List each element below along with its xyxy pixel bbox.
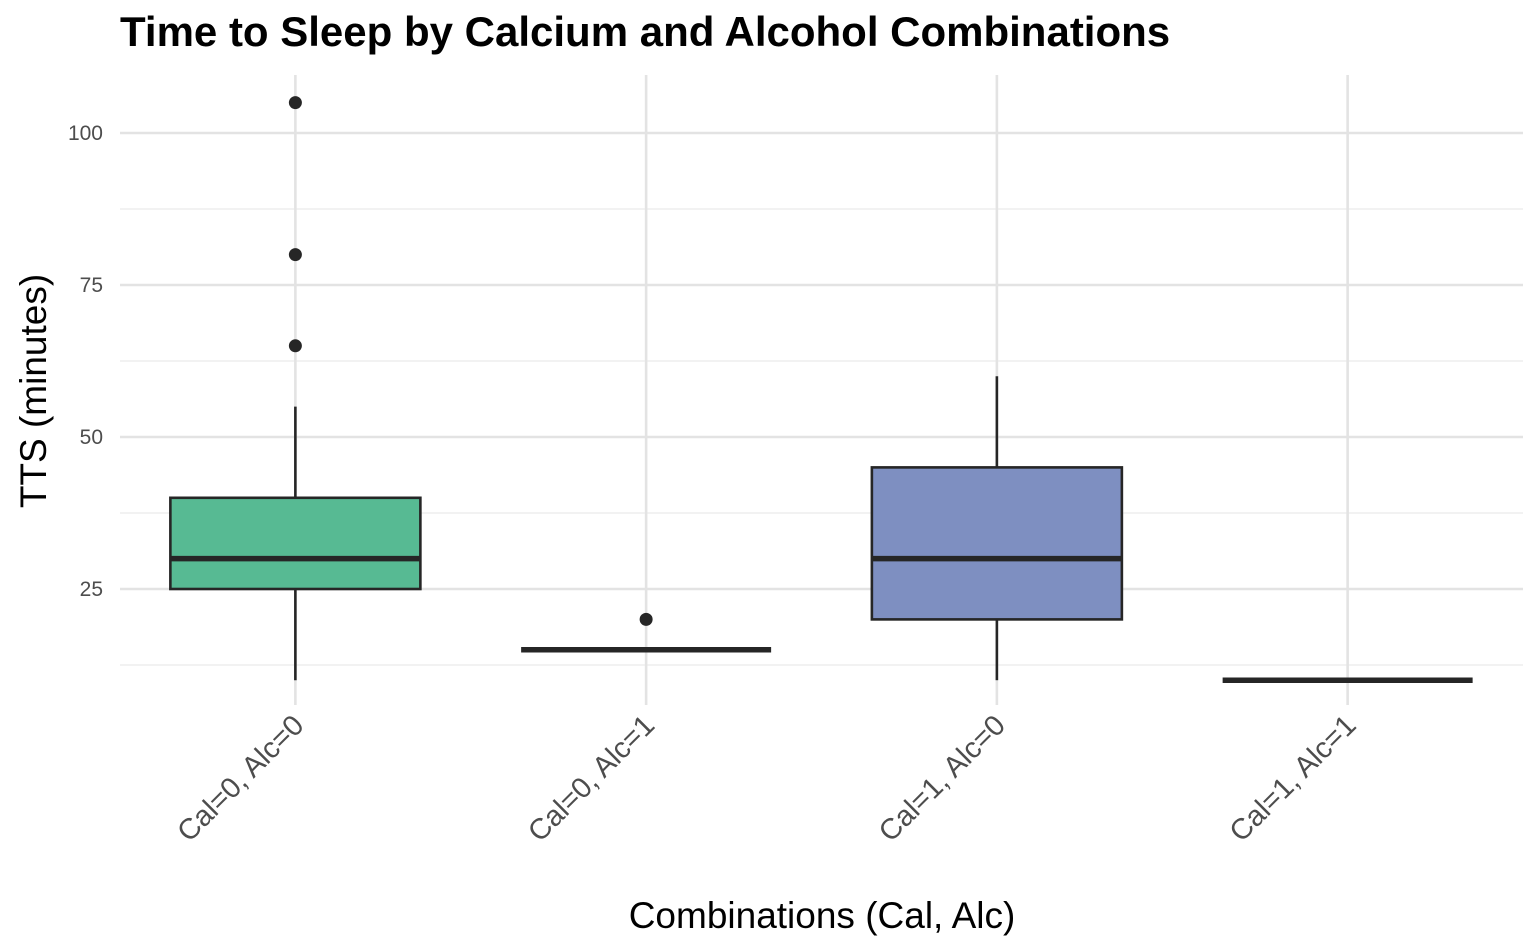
x-axis-title: Combinations (Cal, Alc) xyxy=(629,895,1016,936)
y-tick-label: 100 xyxy=(68,122,103,145)
grid-lines xyxy=(120,75,1523,705)
box-body xyxy=(169,496,422,591)
box-1 xyxy=(169,96,422,681)
x-tick-label: Cal=0, Alc=0 xyxy=(171,709,310,848)
box-2 xyxy=(521,612,772,653)
x-tick-label: Cal=1, Alc=0 xyxy=(873,709,1012,848)
outlier-point xyxy=(288,248,302,262)
box-3 xyxy=(870,376,1124,681)
y-tick-label: 50 xyxy=(80,426,103,449)
x-tick-label: Cal=0, Alc=1 xyxy=(522,709,661,848)
box-body xyxy=(870,466,1124,621)
outlier-point xyxy=(639,612,653,626)
box-series xyxy=(169,96,1473,683)
x-tick-label: Cal=1, Alc=1 xyxy=(1224,709,1363,848)
y-tick-label: 25 xyxy=(80,578,103,601)
y-axis-title: TTS (minutes) xyxy=(13,274,54,508)
x-axis-ticks: Cal=0, Alc=0 Cal=0, Alc=1 Cal=1, Alc=0 Cal=… xyxy=(171,709,1362,848)
y-axis-ticks: 25 50 75 100 xyxy=(68,122,103,601)
chart-title: Time to Sleep by Calcium and Alcohol Com… xyxy=(120,8,1171,55)
outlier-point xyxy=(288,96,302,110)
y-tick-label: 75 xyxy=(80,274,103,297)
outlier-point xyxy=(288,339,302,353)
